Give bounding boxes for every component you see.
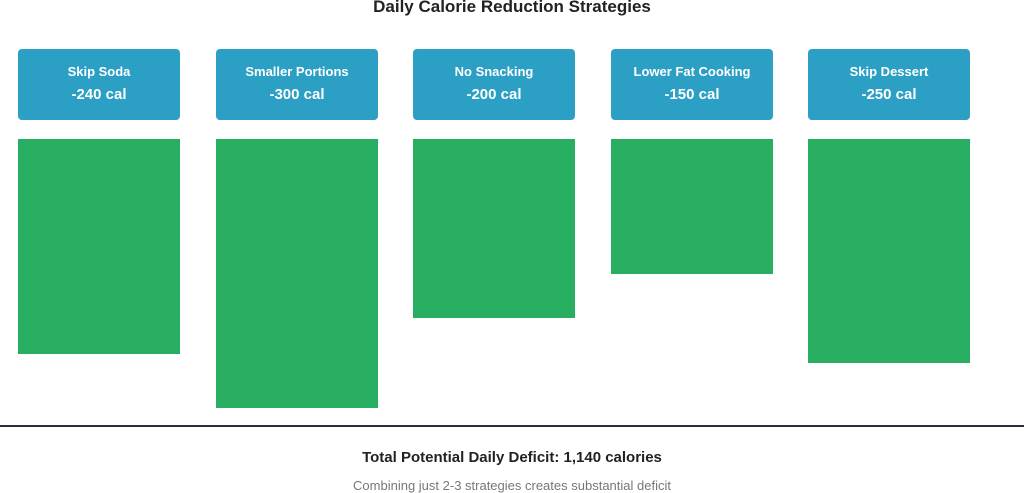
chart-title: Daily Calorie Reduction Strategies <box>373 0 651 16</box>
strategy-name: No Snacking <box>454 64 534 79</box>
bar-no-snacking <box>413 139 575 319</box>
strategy-value: -240 cal <box>71 86 127 103</box>
strategy-value: -250 cal <box>861 86 917 103</box>
strategy-card: Skip Soda -240 cal <box>18 49 180 120</box>
bar-smaller-portions <box>216 139 378 408</box>
strategy-value: -200 cal <box>466 86 522 103</box>
strategy-name: Lower Fat Cooking <box>633 64 751 79</box>
strategy-name: Skip Soda <box>67 64 131 79</box>
bar-skip-dessert <box>808 139 970 364</box>
strategy-value: -150 cal <box>664 86 720 103</box>
total-deficit: Total Potential Daily Deficit: 1,140 cal… <box>362 449 662 466</box>
strategy-card: Skip Dessert -250 cal <box>808 49 970 120</box>
strategy-value: -300 cal <box>269 86 325 103</box>
divider <box>0 425 1024 427</box>
strategy-card: Lower Fat Cooking -150 cal <box>611 49 773 120</box>
strategy-card: Smaller Portions -300 cal <box>216 49 378 120</box>
bar-lower-fat-cooking <box>611 139 773 274</box>
strategy-name: Skip Dessert <box>849 64 929 79</box>
strategy-name: Smaller Portions <box>245 64 349 79</box>
strategy-card: No Snacking -200 cal <box>413 49 575 120</box>
footer-note: Combining just 2-3 strategies creates su… <box>353 478 671 493</box>
bar-skip-soda <box>18 139 180 355</box>
